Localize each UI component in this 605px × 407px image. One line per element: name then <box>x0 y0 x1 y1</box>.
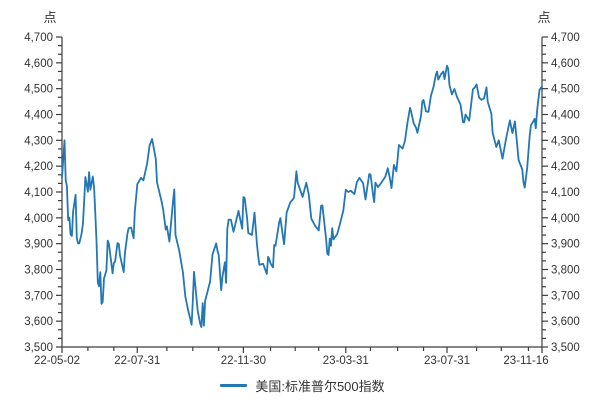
y-tick-label-right: 4,700 <box>551 32 580 44</box>
y-tick-label-right: 3,600 <box>551 316 580 328</box>
y-tick-label-right: 3,800 <box>551 265 580 277</box>
y-tick-label-left: 4,500 <box>24 84 53 96</box>
legend-label: 美国:标准普尔500指数 <box>255 378 385 394</box>
y-tick-label-right: 4,500 <box>551 84 580 96</box>
legend-line-swatch <box>220 383 248 387</box>
x-tick-label: 22-11-30 <box>221 355 266 367</box>
y-tick-label-right: 4,200 <box>551 161 580 173</box>
y-tick-label-right: 4,400 <box>551 110 580 122</box>
y-tick-label-right: 3,700 <box>551 290 580 302</box>
x-tick-label: 23-07-31 <box>424 355 470 367</box>
y-axis-unit-label-left: 点 <box>43 10 57 25</box>
y-tick-label-left: 3,900 <box>24 239 53 251</box>
y-tick-label-left: 3,600 <box>24 316 53 328</box>
y-axis-unit-label-right: 点 <box>537 10 551 25</box>
y-tick-label-left: 4,000 <box>24 213 53 225</box>
y-tick-label-right: 3,900 <box>551 239 580 251</box>
y-tick-label-left: 3,700 <box>24 290 53 302</box>
y-tick-label-left: 4,300 <box>24 135 53 147</box>
x-tick-label: 23-11-16 <box>503 355 548 367</box>
y-tick-label-left: 4,100 <box>24 187 53 199</box>
y-tick-label-left: 4,700 <box>24 32 53 44</box>
y-tick-label-right: 4,100 <box>551 187 580 199</box>
legend: 美国:标准普尔500指数 <box>0 374 605 396</box>
x-tick-label: 22-07-31 <box>114 355 160 367</box>
y-tick-label-left: 3,500 <box>24 342 53 354</box>
y-tick-label-right: 4,300 <box>551 135 580 147</box>
y-tick-label-right: 4,600 <box>551 58 580 70</box>
y-tick-label-right: 3,500 <box>551 342 580 354</box>
y-tick-label-right: 4,000 <box>551 213 580 225</box>
y-tick-label-left: 3,800 <box>24 265 53 277</box>
x-tick-label: 23-03-31 <box>323 355 369 367</box>
y-tick-label-left: 4,200 <box>24 161 53 173</box>
series-line-sp500 <box>61 64 543 328</box>
y-tick-label-left: 4,600 <box>24 58 53 70</box>
x-tick-label: 22-05-02 <box>34 355 80 367</box>
y-tick-label-left: 4,400 <box>24 110 53 122</box>
